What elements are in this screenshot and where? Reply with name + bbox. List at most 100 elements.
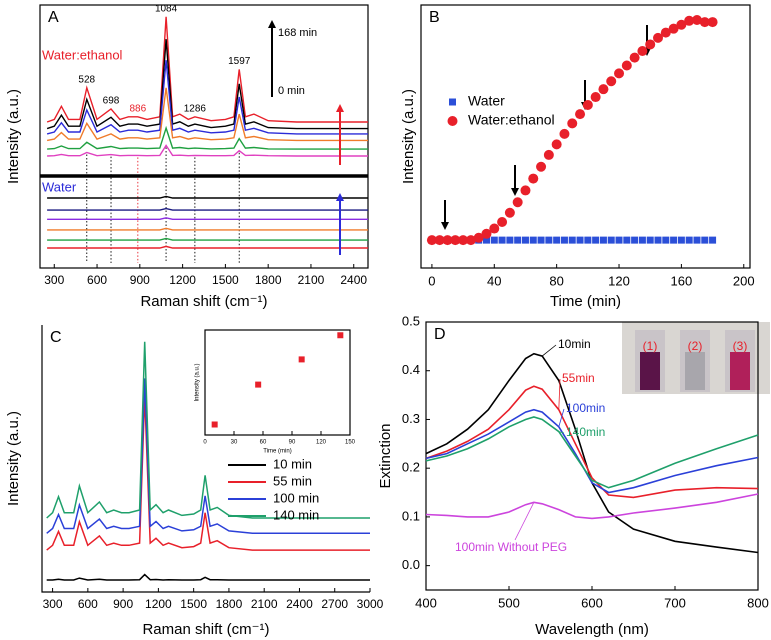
marker <box>599 236 607 244</box>
series-line <box>46 60 368 135</box>
x-tick-label: 80 <box>549 273 563 288</box>
marker <box>504 207 515 218</box>
series-line <box>425 416 759 489</box>
marker <box>551 139 562 150</box>
series-line <box>46 341 370 519</box>
series-line <box>47 237 368 241</box>
x-tick-label: 600 <box>87 273 107 287</box>
marker <box>623 236 631 244</box>
marker <box>590 92 601 103</box>
y-tick-label: 0.0 <box>402 557 420 572</box>
x-tick-label: 30 <box>231 440 238 446</box>
marker <box>482 236 490 244</box>
plot-frame <box>204 329 351 436</box>
x-tick-label: 90 <box>289 440 296 446</box>
marker <box>481 228 492 239</box>
marker <box>545 236 553 244</box>
marker <box>668 23 679 34</box>
y-axis-label: Intensity (a.u.) <box>195 363 201 401</box>
y-axis-label: Intensity (a.u.) <box>5 411 22 506</box>
x-tick-label: 300 <box>43 597 63 611</box>
marker <box>426 235 437 246</box>
x-tick-label: 600 <box>78 597 98 611</box>
legend-label: Water:ethanol <box>468 112 555 128</box>
series-line <box>47 125 368 150</box>
x-tick-label: 600 <box>581 595 603 610</box>
marker <box>442 235 453 246</box>
x-tick-label: 1800 <box>216 597 243 611</box>
x-tick-label: 1500 <box>212 273 239 287</box>
marker <box>654 236 662 244</box>
y-tick-label: 0.5 <box>402 313 420 328</box>
series-label: 55min <box>562 371 595 385</box>
marker <box>489 223 500 234</box>
cuvette-liquid <box>730 352 750 390</box>
marker <box>514 236 522 244</box>
marker <box>614 68 625 79</box>
peak-label: 1084 <box>155 3 178 14</box>
panel-label: D <box>434 326 446 343</box>
marker <box>458 235 469 246</box>
legend-label: 100 min <box>273 490 319 505</box>
series-label: 100min Without PEG <box>455 540 567 554</box>
photo-inset <box>622 322 770 394</box>
x-tick-label: 60 <box>260 440 267 446</box>
marker <box>575 109 586 120</box>
marker <box>709 236 717 244</box>
group-label: Water:ethanol <box>42 47 123 62</box>
inset-label: (2) <box>688 339 703 353</box>
marker <box>582 99 593 110</box>
x-tick-label: 400 <box>415 595 437 610</box>
marker <box>568 236 576 244</box>
x-axis-label: Raman shift (cm⁻¹) <box>140 293 267 310</box>
x-tick-label: 1800 <box>255 273 282 287</box>
leader-line <box>558 408 565 427</box>
series-line <box>425 352 759 554</box>
marker <box>490 236 498 244</box>
marker <box>337 332 344 339</box>
series-line <box>46 378 370 535</box>
inset-label: (3) <box>733 339 748 353</box>
series-line <box>47 245 368 249</box>
x-tick-label: 0 <box>428 273 435 288</box>
peak-label: 1286 <box>184 103 207 114</box>
legend-label: 10 min <box>273 456 312 471</box>
x-tick-label: 900 <box>113 597 133 611</box>
marker <box>255 381 262 388</box>
x-tick-label: 900 <box>130 273 150 287</box>
x-tick-label: 40 <box>487 273 501 288</box>
marker <box>584 236 592 244</box>
y-tick-label: 0.4 <box>402 362 420 377</box>
y-tick-label: 0.3 <box>402 411 420 426</box>
marker <box>512 197 523 208</box>
x-tick-label: 1200 <box>145 597 172 611</box>
x-tick-label: 700 <box>664 595 686 610</box>
marker <box>701 236 709 244</box>
marker <box>506 236 514 244</box>
marker <box>567 118 578 129</box>
x-tick-label: 2700 <box>321 597 348 611</box>
series-line <box>425 493 759 520</box>
x-tick-label: 160 <box>671 273 693 288</box>
marker <box>653 32 664 43</box>
marker <box>521 236 529 244</box>
marker <box>434 235 445 246</box>
series-label: 10min <box>558 337 591 351</box>
series-line <box>46 573 370 581</box>
series-line <box>46 87 368 142</box>
marker <box>615 236 623 244</box>
marker <box>646 236 654 244</box>
marker <box>699 17 710 28</box>
axis-lines <box>41 325 370 593</box>
series-line <box>46 395 370 551</box>
x-tick-label: 800 <box>747 595 769 610</box>
marker <box>529 236 537 244</box>
leader-line <box>541 344 557 357</box>
peak-label: 528 <box>78 74 95 85</box>
x-tick-label: 0 <box>203 440 207 446</box>
y-tick-label: 0.1 <box>402 508 420 523</box>
marker <box>645 39 656 50</box>
marker <box>660 27 671 38</box>
x-axis-label: Time (min) <box>263 449 291 455</box>
